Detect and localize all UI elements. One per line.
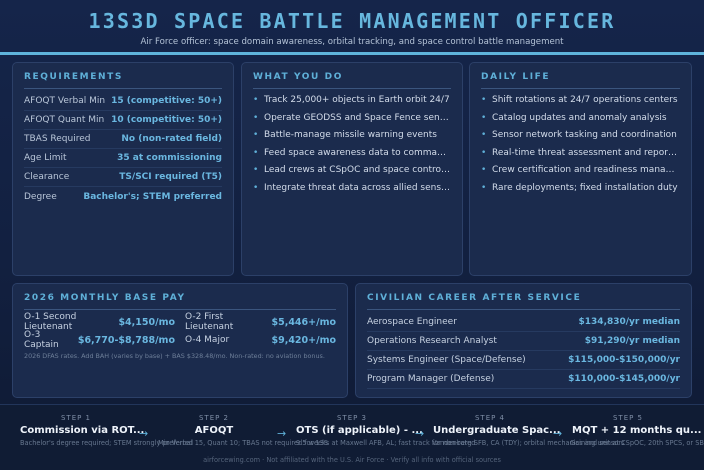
list-item: Rare deployments; fixed installation dut… <box>481 180 680 198</box>
pay-grid: O-1 Second Lieutenant $4,150/mo O-2 First… <box>24 312 336 350</box>
list-item: Integrate threat data across allied sens… <box>253 180 451 198</box>
step-1-desc: Bachelor's degree required; STEM strongl… <box>20 439 194 447</box>
civilian-row: Aerospace Engineer $134,830/yr median <box>367 313 680 332</box>
list-item: Crew certification and readiness managem… <box>481 162 680 180</box>
step-2-desc: Min Verbal 15, Quant 10; TBAS not requir… <box>158 439 328 447</box>
step-3-desc: 9.5 weeks at Maxwell AFB, AL; fast track… <box>296 439 476 447</box>
what-you-do-card: WHAT YOU DO Track 25,000+ objects in Ear… <box>241 62 463 276</box>
civilian-row: Program Manager (Defense) $110,000-$145,0… <box>367 370 680 389</box>
page-subtitle: Air Force officer: space domain awarenes… <box>140 37 564 47</box>
list-item: Lead crews at CSpOC and space control ce… <box>253 162 451 180</box>
list-item: Feed space awareness data to commanders <box>253 145 451 163</box>
what-you-do-title: WHAT YOU DO <box>253 72 451 89</box>
requirement-row: Degree Bachelor's; STEM preferred <box>24 191 222 202</box>
pay-row: O-3 Captain $6,770-$8,788/mo <box>24 330 175 350</box>
requirements-card: REQUIREMENTS AFOQT Verbal Min 15 (competi… <box>12 62 234 276</box>
list-item: Shift rotations at 24/7 operations cente… <box>481 92 680 110</box>
career-steps-bar: STEP 1 Commission via ROT... Bachelor's … <box>0 404 704 470</box>
list-item: Real-time threat assessment and reportin… <box>481 145 680 163</box>
requirement-row: TBAS Required No (non-rated field) <box>24 130 222 149</box>
pay-row: O-2 First Lieutenant $5,446+/mo <box>185 312 336 332</box>
list-item: Catalog updates and anomaly analysis <box>481 110 680 128</box>
page-title: 13S3D SPACE BATTLE MANAGEMENT OFFICER <box>88 9 616 33</box>
header-divider <box>0 52 704 55</box>
civilian-row: Operations Research Analyst $91,290/yr me… <box>367 332 680 351</box>
list-item: Sensor network tasking and coordination <box>481 127 680 145</box>
footer-disclaimer: airforcewing.com · Not affiliated with t… <box>203 456 501 464</box>
daily-life-card: DAILY LIFE Shift rotations at 24/7 opera… <box>469 62 692 276</box>
requirements-title: REQUIREMENTS <box>24 72 222 89</box>
step-2: STEP 2 AFOQT <box>194 414 234 436</box>
base-pay-title: 2026 MONTHLY BASE PAY <box>24 293 336 310</box>
pay-row: O-1 Second Lieutenant $4,150/mo <box>24 312 175 332</box>
step-1: STEP 1 Commission via ROT... <box>20 414 145 436</box>
pay-row: O-4 Major $9,420+/mo <box>185 334 336 346</box>
step-3: STEP 3 OTS (if applicable) - ... <box>296 414 423 436</box>
civilian-row: Systems Engineer (Space/Defense) $115,000… <box>367 351 680 370</box>
list-item: Operate GEODSS and Space Fence sensors <box>253 110 451 128</box>
list-item: Track 25,000+ objects in Earth orbit 24/… <box>253 92 451 110</box>
arrow-right-icon: → <box>415 427 425 440</box>
requirement-row: AFOQT Verbal Min 15 (competitive: 50+) <box>24 92 222 111</box>
arrow-right-icon: → <box>139 427 149 440</box>
requirement-row: Clearance TS/SCI required (T5) <box>24 168 222 187</box>
page-header: 13S3D SPACE BATTLE MANAGEMENT OFFICER Ai… <box>0 0 704 52</box>
arrow-right-icon: → <box>553 427 563 440</box>
civilian-career-title: CIVILIAN CAREER AFTER SERVICE <box>367 293 680 310</box>
daily-life-title: DAILY LIFE <box>481 72 680 89</box>
requirement-row: Age Limit 35 at commissioning <box>24 149 222 168</box>
daily-life-list: Shift rotations at 24/7 operations cente… <box>481 92 680 197</box>
requirement-row: AFOQT Quant Min 10 (competitive: 50+) <box>24 111 222 130</box>
base-pay-card: 2026 MONTHLY BASE PAY O-1 Second Lieuten… <box>12 283 348 398</box>
what-you-do-list: Track 25,000+ objects in Earth orbit 24/… <box>253 92 451 197</box>
list-item: Battle-manage missile warning events <box>253 127 451 145</box>
civilian-career-card: CIVILIAN CAREER AFTER SERVICE Aerospace … <box>355 283 692 398</box>
step-5: STEP 5 MQT + 12 months qu... <box>572 414 702 436</box>
step-4-desc: Vandenberg SFB, CA (TDY); orbital mechan… <box>432 439 625 447</box>
step-5-desc: Gaining unit at CSpOC, 20th SPCS, or SBI… <box>570 439 704 447</box>
pay-note: 2026 DFAS rates. Add BAH (varies by base… <box>24 352 325 360</box>
arrow-right-icon: → <box>277 427 287 440</box>
step-4: STEP 4 Undergraduate Spac... <box>433 414 561 436</box>
